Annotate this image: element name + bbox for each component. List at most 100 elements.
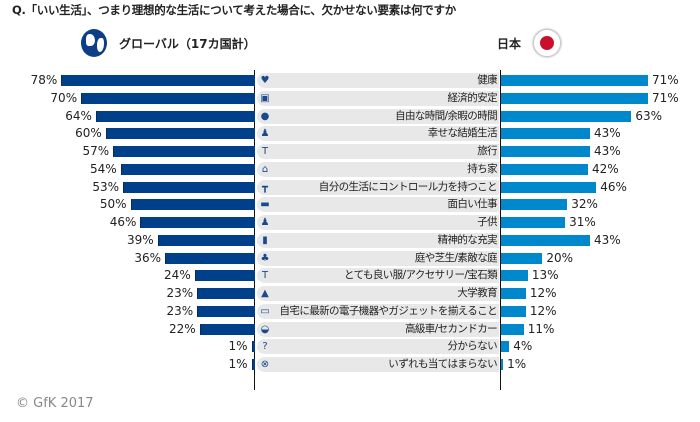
category-label: 旅行 bbox=[477, 145, 497, 157]
bar-global bbox=[105, 128, 255, 140]
bar-japan bbox=[501, 252, 543, 264]
value-label-global: 39% bbox=[126, 232, 154, 247]
value-label-global: 24% bbox=[164, 268, 191, 283]
bar-global bbox=[61, 75, 255, 86]
category-band bbox=[257, 339, 499, 355]
category-band bbox=[257, 179, 499, 195]
legend-global: グローバル（17カ国計） bbox=[119, 37, 256, 51]
category-band bbox=[257, 268, 499, 284]
category-label: 庭や芝生/素敵な庭 bbox=[414, 251, 497, 264]
palm-tree-icon: T bbox=[261, 146, 269, 157]
category-band bbox=[257, 232, 499, 248]
value-label-japan: 43% bbox=[594, 144, 621, 158]
value-label-japan: 71% bbox=[651, 73, 679, 87]
bar-global bbox=[197, 288, 255, 299]
category-label: 自分の生活にコントロール力を持つこと bbox=[318, 180, 497, 193]
value-label-japan: 13% bbox=[531, 268, 559, 283]
bar-global bbox=[120, 163, 255, 175]
chart-row: ◒ 高級車/セカンドカー 22% 11% bbox=[0, 321, 700, 338]
category-label: 面白い仕事 bbox=[447, 198, 498, 211]
value-label-japan: 20% bbox=[546, 250, 574, 265]
value-label-global: 54% bbox=[89, 161, 117, 176]
category-band bbox=[257, 90, 499, 106]
bar-japan bbox=[501, 341, 510, 353]
category-band bbox=[257, 303, 499, 319]
bar-global bbox=[123, 181, 255, 193]
chart-row: ⌂ 持ち家 54% 42% bbox=[0, 161, 700, 178]
value-label-japan: 42% bbox=[591, 161, 619, 176]
category-band bbox=[257, 144, 499, 159]
category-label: 精神的な充実 bbox=[437, 233, 497, 246]
chart-row: ⊗ いずれも当てはまらない 1% 1% bbox=[0, 356, 700, 373]
bar-global bbox=[199, 323, 255, 335]
value-label-japan: 32% bbox=[571, 197, 598, 212]
value-label-japan: 12% bbox=[529, 286, 557, 300]
laptop-icon: ▭ bbox=[260, 305, 270, 317]
copyright: © GfK 2017 bbox=[16, 396, 94, 411]
category-label: 分からない bbox=[447, 340, 498, 353]
chart-row: ▣ 経済的安定 70% 71% bbox=[0, 90, 700, 107]
chart-title: Q.「いい生活」、つまり理想的な生活について考えた場合に、欠かせない要素は何です… bbox=[12, 3, 456, 17]
bar-japan bbox=[501, 199, 568, 211]
value-label-global: 64% bbox=[65, 108, 92, 123]
legend-japan: 日本 bbox=[497, 37, 522, 51]
bar-global bbox=[140, 217, 255, 228]
chart-row: ♟ 幸せな結婚生活 60% 43% bbox=[0, 125, 700, 142]
category-label: とても良い服/アクセサリー/宝石類 bbox=[343, 269, 497, 282]
category-band bbox=[257, 73, 499, 88]
clock-icon: ● bbox=[260, 110, 270, 122]
children-icon: ♟ bbox=[260, 217, 270, 228]
bar-global bbox=[130, 199, 255, 211]
heart-icon: ♥ bbox=[260, 75, 270, 86]
bar-japan bbox=[501, 234, 590, 246]
tree-icon: ♣ bbox=[260, 252, 270, 264]
car-icon: ◒ bbox=[260, 323, 270, 335]
category-band bbox=[257, 286, 499, 301]
bar-japan bbox=[501, 181, 597, 193]
bar-japan bbox=[501, 92, 648, 104]
bar-global bbox=[95, 110, 255, 122]
category-band bbox=[257, 126, 499, 142]
value-label-global: 46% bbox=[109, 215, 137, 229]
category-band bbox=[257, 108, 499, 124]
value-label-global: 22% bbox=[168, 321, 196, 336]
chart-row: ♣ 庭や芝生/素敵な庭 36% 20% bbox=[0, 250, 700, 267]
bar-japan bbox=[501, 359, 504, 370]
bar-japan bbox=[501, 163, 588, 175]
graduation-cap-icon: ▲ bbox=[261, 288, 269, 299]
category-label: 大学教育 bbox=[457, 287, 497, 299]
bar-global bbox=[197, 305, 255, 317]
value-label-global: 70% bbox=[50, 90, 78, 105]
value-label-japan: 46% bbox=[600, 179, 627, 194]
value-label-global: 36% bbox=[134, 250, 162, 265]
chart-row: ● 自由な時間/余暇の時間 64% 63% bbox=[0, 108, 700, 125]
bar-japan bbox=[501, 270, 528, 282]
chart-row: ▮ 精神的な充実 39% 43% bbox=[0, 232, 700, 249]
category-band bbox=[257, 321, 499, 337]
value-label-global: 1% bbox=[228, 339, 248, 354]
category-band bbox=[257, 357, 499, 372]
couple-icon: ♟ bbox=[260, 128, 270, 140]
signpost-icon: ┳ bbox=[261, 181, 269, 193]
category-band bbox=[257, 197, 499, 213]
value-label-japan: 4% bbox=[513, 339, 533, 354]
money-icon: ▣ bbox=[260, 92, 270, 104]
bar-japan bbox=[501, 75, 648, 86]
category-label: いずれも当てはまらない bbox=[388, 358, 497, 370]
value-label-global: 23% bbox=[166, 303, 194, 318]
bar-japan bbox=[501, 217, 566, 228]
value-label-japan: 43% bbox=[594, 232, 621, 247]
value-label-japan: 43% bbox=[594, 126, 621, 141]
value-label-global: 23% bbox=[166, 286, 194, 300]
value-label-japan: 12% bbox=[529, 303, 557, 318]
category-label: 健康 bbox=[477, 74, 497, 86]
briefcase-icon: ▬ bbox=[260, 199, 270, 211]
chart-row: ♥ 健康 78% 71% bbox=[0, 72, 700, 89]
chart-row: T とても良い服/アクセサリー/宝石類 24% 13% bbox=[0, 267, 700, 284]
bar-global bbox=[81, 92, 255, 104]
value-label-global: 60% bbox=[75, 126, 102, 141]
book-icon: ▮ bbox=[262, 234, 268, 246]
left-axis bbox=[254, 70, 255, 390]
bar-global bbox=[194, 270, 255, 282]
value-label-japan: 63% bbox=[635, 108, 663, 123]
